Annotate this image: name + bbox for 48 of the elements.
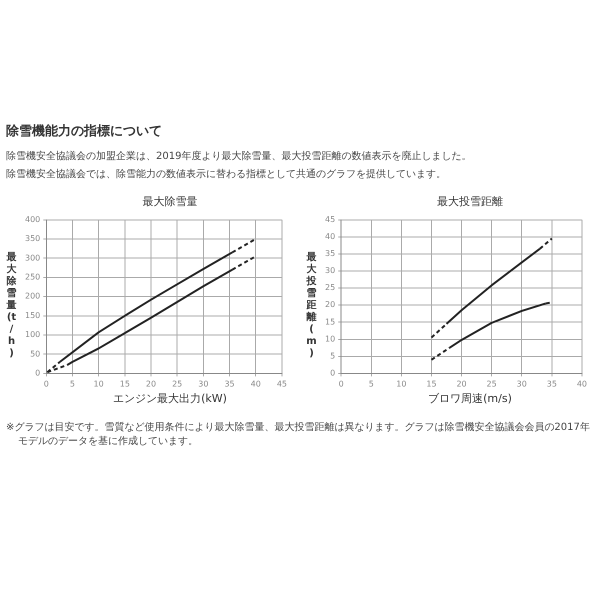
text: 除雪機安全協議会では、除雪能力の数値表示に替わる指標として共通のグラフを提供しています。 [6, 168, 447, 182]
y-tick-label: 400 [24, 214, 40, 224]
x-tick-label: 20 [456, 379, 467, 388]
text: ※グラフは目安です。雪質など使用条件により最大除雪量、最大投雪距離は異なります。グラフは除雪機安全協議会会員の2017年モデルのデータを基に作成しています。 [6, 421, 591, 449]
y-tick-label: 30 [324, 266, 336, 276]
y-tick-label: 0 [35, 368, 40, 378]
x-tick-label: 35 [224, 379, 235, 388]
y-tick-label: 300 [24, 253, 40, 262]
y-tick-label: 0 [330, 368, 336, 378]
x-tick-label: 5 [70, 379, 75, 388]
y-tick-label: 5 [330, 351, 336, 360]
x-tick-label: 0 [338, 379, 344, 388]
x-tick-label: 30 [198, 379, 208, 388]
x-tick-label: 15 [426, 379, 437, 388]
x-tick-label: 10 [396, 379, 406, 388]
y-tick-label: 10 [324, 334, 336, 344]
text: 最大除雪量(t/h) [6, 252, 16, 359]
x-tick-label: 40 [250, 379, 261, 388]
x-tick-label: 25 [486, 379, 497, 388]
x-tick-label: 15 [120, 379, 130, 388]
y-tick-label: 15 [324, 317, 336, 326]
x-tick-label: 45 [276, 379, 288, 388]
text: 最大投雪距離(m) [306, 252, 317, 359]
x-tick-label: 30 [516, 379, 527, 388]
y-tick-label: 250 [24, 272, 40, 282]
x-tick-label: 25 [172, 379, 182, 388]
chart-title: 最大投雪距離 [436, 194, 504, 209]
x-axis-title: エンジン最大出力(kW) [112, 391, 228, 406]
x-tick-label: 5 [368, 379, 374, 388]
x-tick-label: 0 [44, 379, 49, 388]
chart-title: 最大除雪量 [142, 194, 198, 209]
y-tick-label: 45 [324, 214, 336, 224]
x-tick-label: 40 [576, 379, 588, 388]
text: 除雪機能力の指標について [6, 123, 163, 140]
y-tick-label: 50 [30, 349, 40, 358]
x-tick-label: 20 [146, 379, 156, 388]
x-tick-label: 10 [94, 379, 104, 388]
y-tick-label: 150 [24, 310, 40, 320]
y-tick-label: 100 [24, 330, 40, 340]
y-tick-label: 35 [324, 249, 336, 258]
x-axis-title: ブロワ周速(m/s) [427, 391, 513, 406]
text: 除雪機安全協議会の加盟企業は、2019年度より最大除雪量、最大投雪距離の数値表示を廃止しました。 [6, 150, 472, 164]
y-tick-label: 350 [24, 234, 40, 244]
x-tick-label: 35 [546, 379, 557, 388]
y-tick-label: 25 [324, 283, 336, 292]
y-tick-label: 40 [324, 232, 336, 241]
y-tick-label: 20 [324, 300, 336, 310]
y-tick-label: 200 [24, 292, 40, 301]
